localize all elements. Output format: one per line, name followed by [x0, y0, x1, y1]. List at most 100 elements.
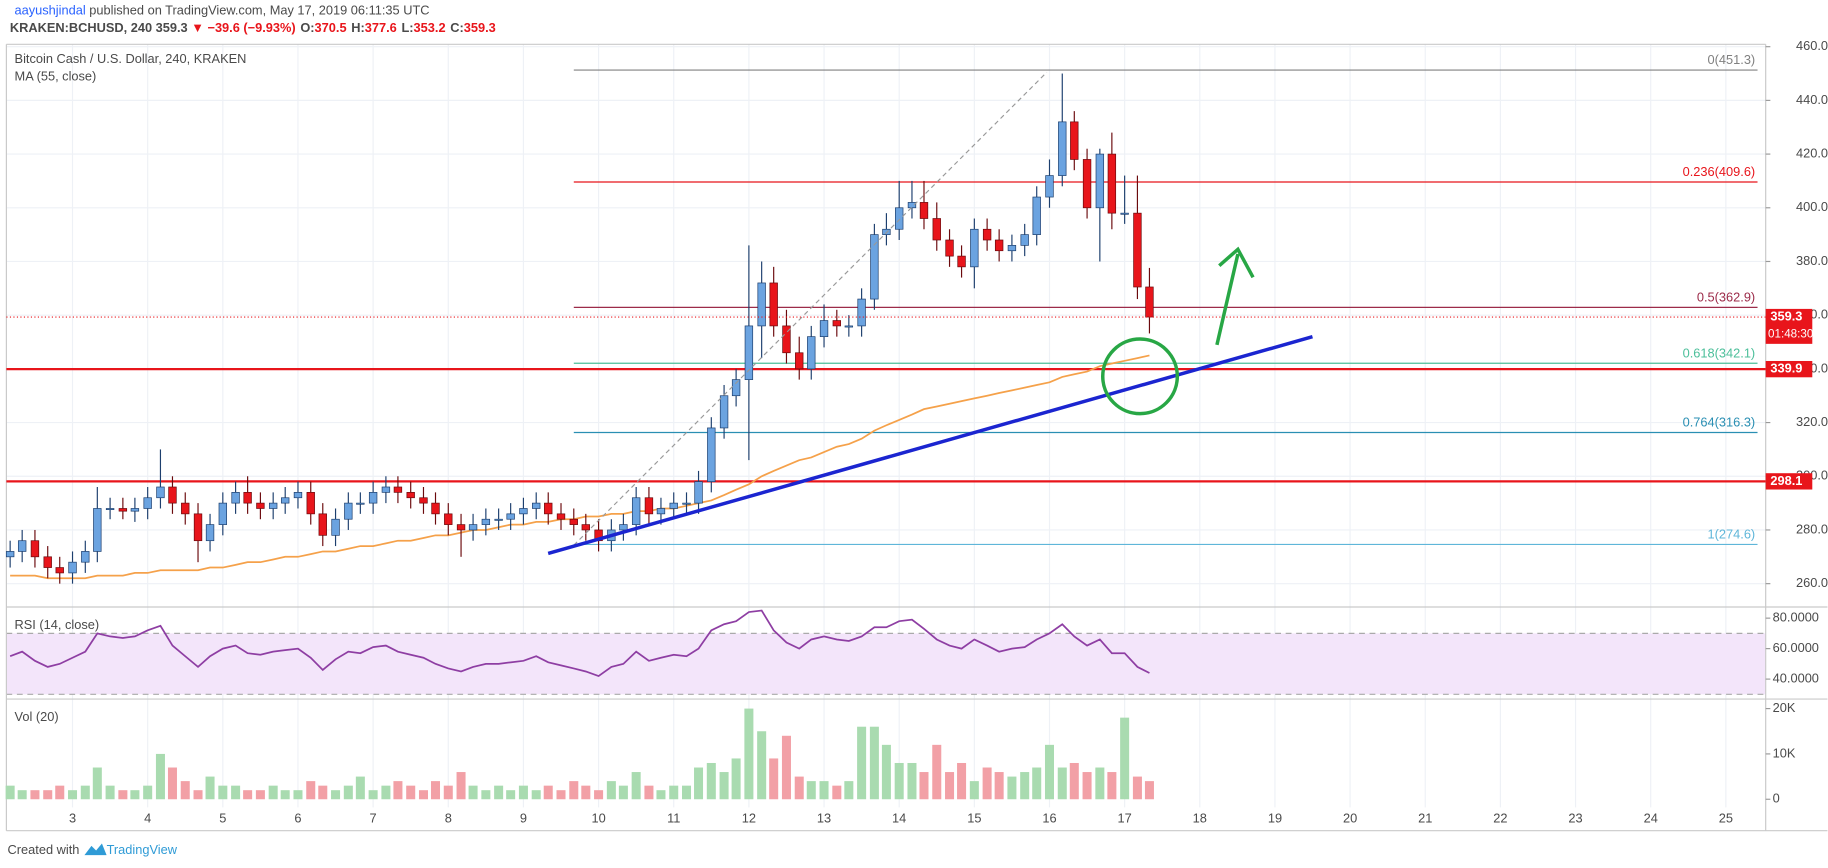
x-tick-label: 5	[219, 810, 226, 825]
footer-text: Created with	[8, 842, 80, 857]
candle-body	[419, 497, 428, 504]
rsi-band	[6, 633, 1766, 695]
candle-body	[957, 255, 966, 268]
volume-bar	[1107, 772, 1117, 800]
last-price-label: 359.3	[1770, 308, 1802, 323]
x-tick-label: 8	[445, 810, 452, 825]
volume-bar	[105, 785, 115, 800]
volume-bar	[669, 785, 679, 800]
volume-bar	[543, 785, 553, 800]
volume-bar	[907, 762, 917, 800]
y-tick-label: 320.0	[1796, 414, 1828, 429]
last-price-tag	[1765, 308, 1813, 344]
candle-body	[205, 524, 215, 542]
candle-body	[93, 508, 102, 552]
ohlc-value: 377.6	[365, 21, 397, 36]
candle-body	[168, 486, 177, 504]
x-tick-label: 12	[742, 810, 756, 825]
volume-bar	[945, 772, 955, 800]
y-tick-label: 40.0000	[1773, 670, 1819, 685]
candle-body	[81, 551, 90, 563]
volume-bar	[569, 781, 579, 800]
candle-body	[268, 502, 278, 509]
volume-bar	[430, 781, 441, 800]
candle-body	[832, 320, 841, 327]
plot-layer	[5, 69, 1766, 800]
volume-bar	[656, 790, 666, 800]
volume-bar	[1120, 717, 1130, 800]
candle-body	[619, 524, 628, 531]
volume-bar	[1044, 744, 1055, 800]
candle-body	[694, 481, 703, 504]
volume-bar	[155, 753, 165, 800]
arrow-head	[1218, 246, 1255, 279]
fib-label: 0.236(409.6)	[1683, 164, 1756, 179]
change: ▼ −39.6 (−9.93%)	[191, 21, 295, 36]
volume-bar	[919, 772, 929, 800]
x-tick-label: 15	[967, 810, 981, 825]
candle-body	[1070, 121, 1079, 160]
volume-bar	[1007, 776, 1017, 800]
candle-body	[932, 218, 941, 241]
volume-bar	[280, 790, 290, 800]
candle-body	[819, 320, 829, 338]
volume-bar	[881, 744, 891, 800]
y-tick-label: 0	[1773, 791, 1780, 806]
volume-bar	[143, 785, 153, 800]
x-tick-label: 21	[1418, 810, 1432, 825]
candle-body	[1045, 175, 1054, 198]
x-tick-label: 20	[1343, 810, 1357, 825]
candle-body	[356, 502, 365, 505]
candle-body	[156, 486, 165, 499]
candle-body	[481, 518, 491, 525]
x-tick-label: 11	[667, 810, 680, 825]
volume-bar	[1132, 776, 1142, 800]
trend-line	[547, 335, 1313, 556]
volume-bar	[368, 790, 378, 800]
candle-body	[143, 497, 152, 509]
candle-body	[656, 508, 666, 515]
volume-bar	[243, 790, 253, 800]
author[interactable]: aayushjindal	[15, 3, 86, 18]
volume-bar	[644, 785, 654, 800]
volume-bar	[268, 785, 278, 800]
symbol-line: KRAKEN:BCHUSD, 240 359.3 ▼ −39.6 (−9.93%…	[10, 21, 496, 36]
volume-bar	[506, 790, 516, 800]
fib-trend-line	[573, 71, 1048, 546]
volume-bar	[857, 726, 867, 800]
ohlc-label: H:	[351, 21, 365, 36]
candle-body	[468, 524, 478, 531]
volume-bar	[682, 785, 692, 800]
published: published on TradingView.com, May 17, 20…	[89, 3, 429, 18]
volume-bar	[306, 781, 316, 800]
volume-bar	[1057, 767, 1067, 800]
candle-body	[682, 502, 691, 505]
candle-body	[1107, 153, 1117, 214]
volume-bar	[55, 785, 65, 800]
volume-bar	[381, 785, 391, 800]
volume-bar	[355, 776, 365, 800]
candle-body	[707, 427, 716, 482]
ma-legend: MA (55, close)	[15, 68, 97, 83]
x-tick-label: 22	[1493, 810, 1507, 825]
footer-brand[interactable]: TradingView	[107, 842, 178, 857]
volume-bar	[969, 781, 979, 800]
candle-body	[281, 497, 290, 504]
candle-body	[795, 352, 804, 370]
candle-body	[331, 518, 340, 536]
fib-label: 0.618(342.1)	[1683, 345, 1756, 360]
x-tick-label: 3	[69, 810, 76, 825]
ma-line	[10, 354, 1150, 580]
ohlc-value: 370.5	[315, 21, 347, 36]
fib-label: 1(274.6)	[1708, 527, 1756, 542]
volume-bar	[757, 731, 767, 800]
volume-bar	[781, 735, 791, 800]
volume-bar	[1020, 772, 1030, 800]
candle-body	[1095, 153, 1105, 209]
volume-bar	[118, 790, 128, 800]
candle-body	[631, 497, 641, 525]
candle-body	[731, 379, 741, 397]
volume-bar	[719, 772, 729, 800]
